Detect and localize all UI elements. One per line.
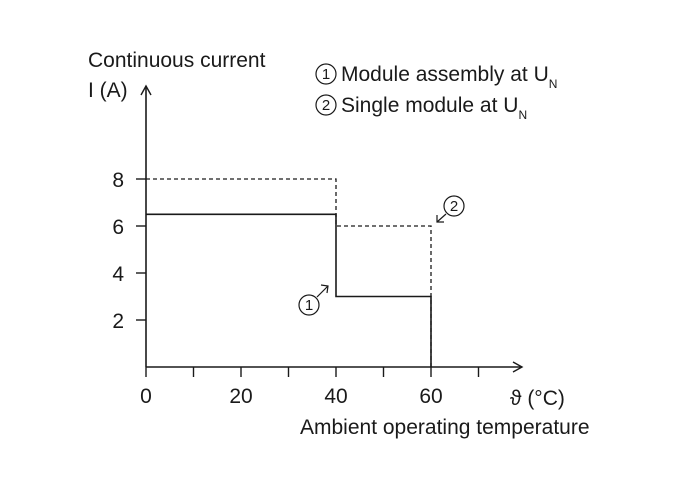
callout-1-number: 1	[305, 297, 313, 314]
axes: 0 20 40 60 2 4 6 8	[112, 84, 524, 408]
x-axis-unit-label: ϑ (°C)	[510, 387, 565, 410]
legend-1-label: Module assembly at U	[341, 63, 549, 86]
callouts: 12	[298, 195, 465, 316]
legend-1-subscript: N	[549, 77, 558, 91]
legend-2-subscript: N	[518, 108, 527, 122]
y-axis-label-line2: I (A)	[88, 79, 128, 102]
x-tick-label: 0	[140, 385, 152, 408]
y-axis-arrow	[140, 84, 152, 96]
legend-1-circle	[315, 63, 337, 85]
callout-2-number: 2	[450, 198, 458, 215]
x-tick-label: 40	[324, 385, 347, 408]
callout-1-circle	[298, 294, 320, 316]
legend-2-label: Single module at U	[341, 94, 518, 117]
x-tick-label: 60	[419, 385, 442, 408]
legend-2-circle	[315, 94, 337, 116]
callout-2-arrowhead	[436, 215, 444, 223]
legend-1-text: Module assembly at UN	[341, 63, 557, 91]
axis-labels: Continuous current I (A) ϑ (°C) Ambient …	[88, 49, 590, 439]
x-axis-label: Ambient operating temperature	[300, 416, 590, 439]
callout-1-arrowhead	[320, 284, 329, 294]
callout-2-circle	[443, 195, 465, 217]
series-1-line	[146, 213, 432, 367]
legend-1-number: 1	[322, 66, 330, 83]
y-axis-label-line1: Continuous current	[88, 49, 266, 72]
series-2-line	[146, 178, 432, 367]
callout-2-pointer	[436, 213, 447, 223]
y-tick-label: 6	[112, 216, 124, 239]
plot-area	[146, 178, 432, 367]
legend: 1 Module assembly at UN2 Single module at …	[315, 63, 557, 122]
y-tick-label: 2	[112, 310, 124, 333]
callout-1-pointer	[316, 285, 329, 298]
x-axis-arrow	[512, 361, 524, 373]
y-tick-label: 4	[112, 263, 124, 286]
y-tick-label: 8	[112, 169, 124, 192]
legend-2-text: Single module at UN	[341, 94, 527, 122]
x-tick-label: 20	[229, 385, 252, 408]
legend-2-number: 2	[322, 97, 330, 114]
